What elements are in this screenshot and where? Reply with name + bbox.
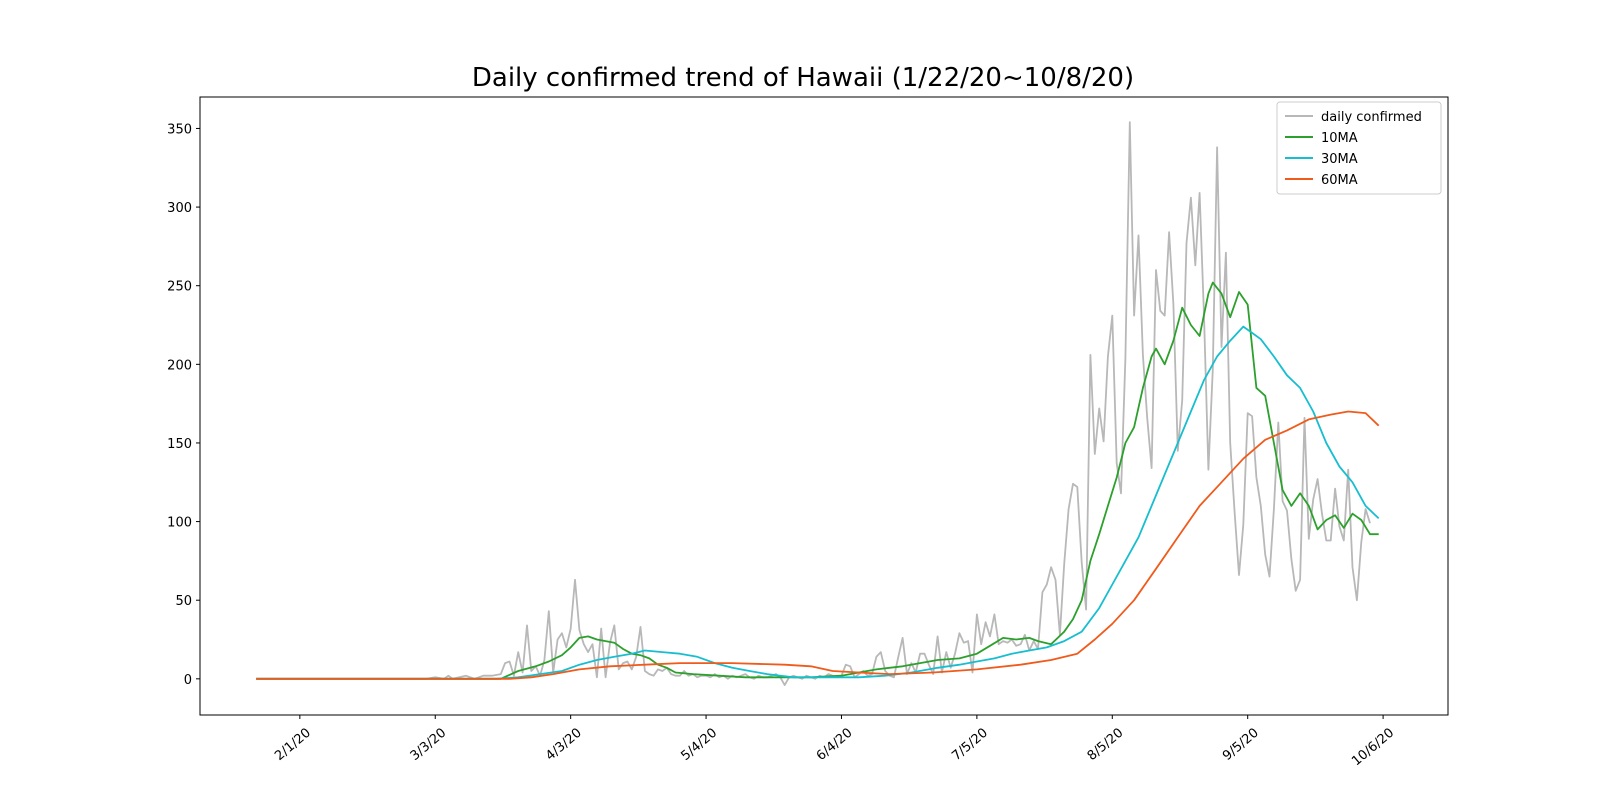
y-tick-label: 350 <box>167 122 192 137</box>
y-tick-label: 150 <box>167 437 192 452</box>
legend-label: 30MA <box>1321 152 1358 167</box>
legend-box <box>1276 101 1442 195</box>
series-line-30ma <box>256 325 1380 680</box>
y-tick-label: 300 <box>167 201 192 216</box>
series-layer <box>256 121 1380 686</box>
y-tick-label: 50 <box>175 594 192 609</box>
y-tick-label: 0 <box>184 673 192 688</box>
series-line-daily-confirmed <box>256 121 1371 686</box>
legend: daily confirmed 10MA 30MA 60MA <box>1276 101 1442 195</box>
legend-label: 60MA <box>1321 173 1358 188</box>
legend-label: 10MA <box>1321 131 1358 146</box>
legend-label: daily confirmed <box>1321 110 1422 125</box>
y-tick-label: 100 <box>167 516 192 531</box>
chart-title: Daily confirmed trend of Hawaii (1/22/20… <box>472 63 1134 93</box>
plot-frame <box>199 96 1449 716</box>
series-line-60ma <box>256 410 1380 680</box>
y-tick-label: 200 <box>167 358 192 373</box>
series-line-10ma <box>256 281 1379 680</box>
y-tick-label: 250 <box>167 280 192 295</box>
